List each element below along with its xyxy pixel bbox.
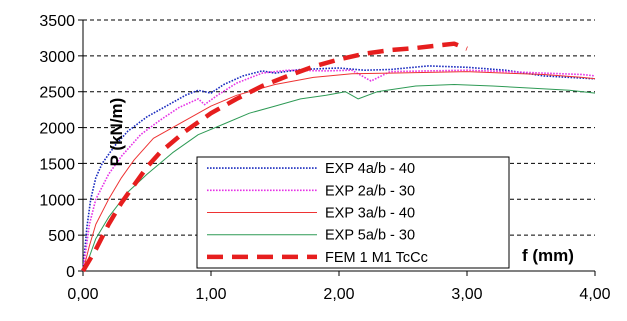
- legend-entry-label: EXP 3a/b - 40: [325, 206, 415, 222]
- series-line-2: [82, 69, 596, 272]
- series-lines: [81, 41, 596, 273]
- y-axis-label: P (kN/m): [107, 98, 126, 167]
- x-axis-label: f (mm): [522, 246, 574, 265]
- y-tick-label: 2000: [39, 121, 75, 138]
- series-line-3: [82, 71, 596, 272]
- x-tick-label: 0,00: [67, 286, 98, 303]
- x-tick-label: 2,00: [323, 286, 354, 303]
- legend-entry-label: EXP 2a/b - 30: [325, 183, 415, 199]
- axes: [82, 20, 595, 272]
- y-tick-label: 2500: [39, 85, 75, 102]
- y-tick-label: 500: [48, 228, 75, 245]
- y-tick-label: 0: [66, 264, 75, 281]
- series-line-1: [82, 65, 596, 272]
- y-tick-label: 1000: [39, 192, 75, 209]
- y-tick-label: 3000: [39, 49, 75, 66]
- x-tick-label: 3,00: [451, 286, 482, 303]
- legend-entry-label: EXP 5a/b - 30: [325, 228, 415, 244]
- x-tick-labels: 0,00 1,00 2,00 3,00 4,00: [67, 286, 610, 303]
- x-tick-label: 1,00: [195, 286, 226, 303]
- y-tick-label: 1500: [39, 156, 75, 173]
- y-tick-labels: 0 500 1000 1500 2000 2500 3000 3500: [39, 13, 75, 281]
- x-tick-label: 4,00: [579, 286, 610, 303]
- y-tick-label: 3500: [39, 13, 75, 30]
- legend: EXP 4a/b - 40 EXP 2a/b - 30 EXP 3a/b - 40 E…: [196, 156, 510, 269]
- legend-entry-label: FEM 1 M1 TcCc: [325, 250, 428, 266]
- legend-entry-label: EXP 4a/b - 40: [325, 161, 415, 177]
- series-line-5: [81, 41, 468, 273]
